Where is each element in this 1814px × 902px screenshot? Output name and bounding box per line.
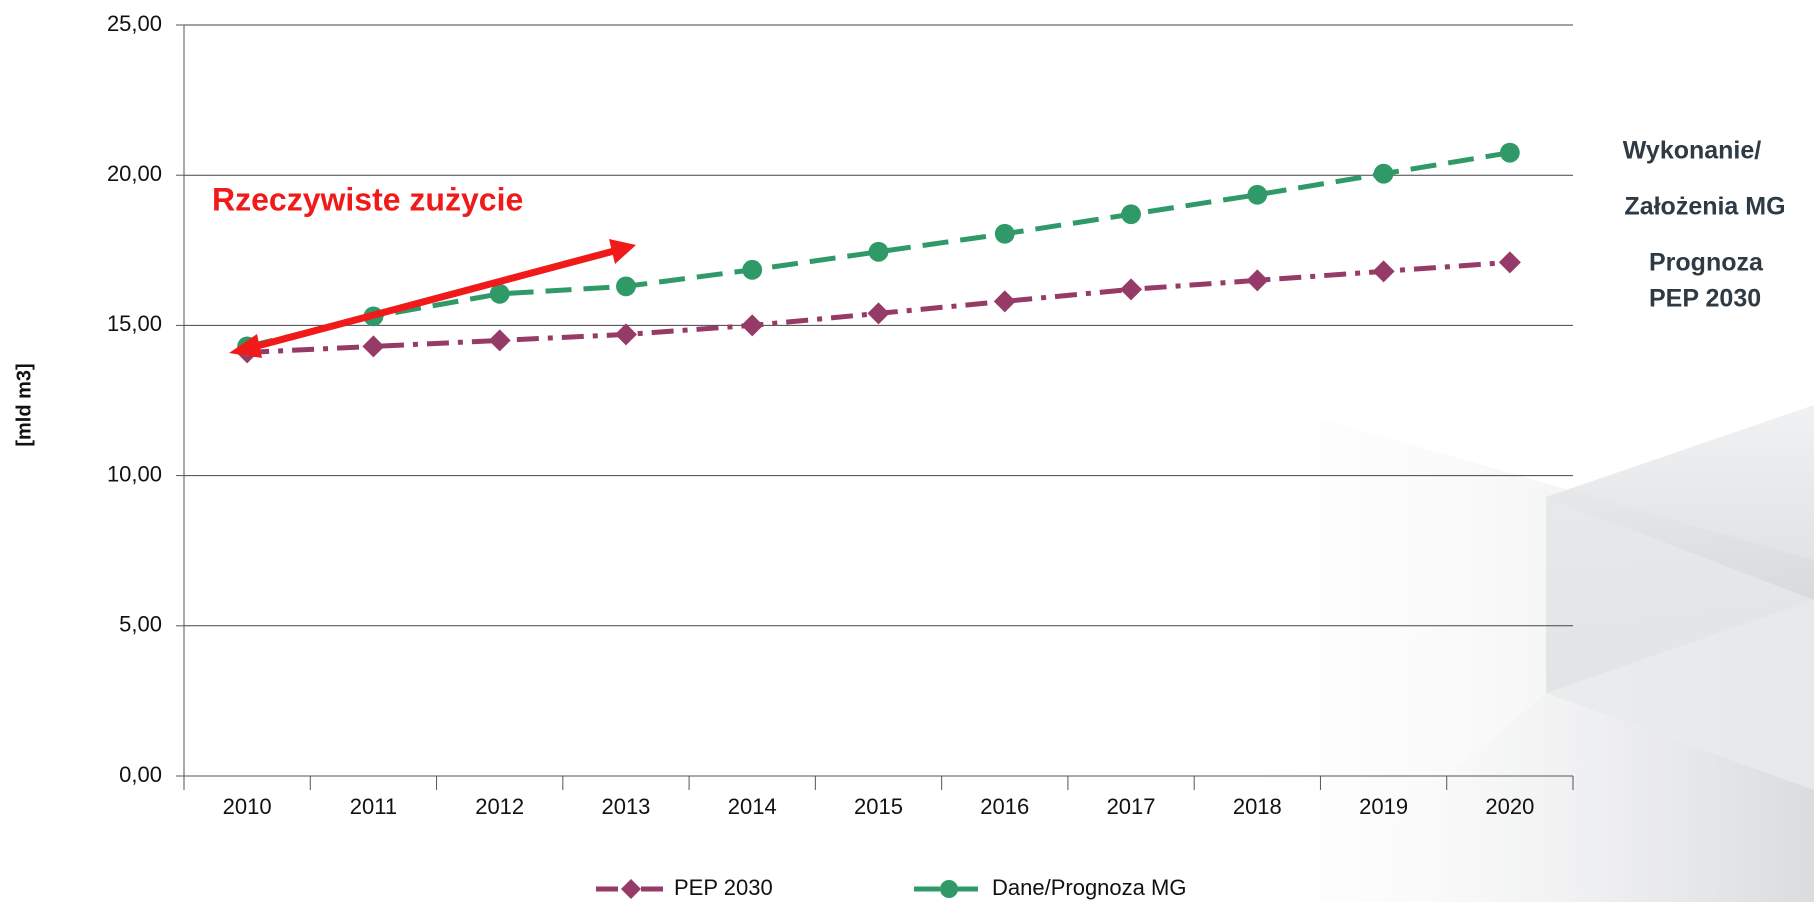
- marker: [621, 879, 641, 899]
- x-tick-label: 2017: [1107, 794, 1156, 819]
- side-label: PEP 2030: [1649, 285, 1761, 313]
- marker: [1498, 251, 1521, 274]
- marker: [741, 314, 764, 337]
- y-tick-label: 20,00: [107, 161, 162, 186]
- marker: [993, 290, 1016, 313]
- side-label: Założenia MG: [1624, 193, 1785, 221]
- y-tick-label: 10,00: [107, 461, 162, 486]
- marker: [362, 335, 385, 358]
- marker: [489, 283, 510, 304]
- marker: [1247, 184, 1268, 205]
- side-label: Wykonanie/: [1623, 137, 1762, 165]
- x-tick-label: 2015: [854, 794, 903, 819]
- y-tick-label: 5,00: [119, 612, 162, 637]
- legend-label: Dane/Prognoza MG: [992, 875, 1186, 900]
- marker: [940, 880, 958, 898]
- annotation: Rzeczywiste zużycie: [212, 181, 523, 217]
- marker: [868, 241, 889, 262]
- x-tick-label: 2019: [1359, 794, 1408, 819]
- marker: [1121, 204, 1141, 225]
- side-label: Prognoza: [1649, 249, 1764, 277]
- x-tick-label: 2020: [1485, 794, 1534, 819]
- marker: [1373, 163, 1394, 184]
- x-tick-label: 2011: [350, 794, 397, 819]
- y-tick-label: 0,00: [119, 762, 162, 787]
- marker: [488, 329, 511, 352]
- x-tick-label: 2012: [475, 794, 524, 819]
- x-tick-label: 2013: [601, 794, 650, 819]
- marker: [994, 223, 1015, 244]
- marker: [614, 323, 637, 346]
- background-decoration: [1150, 370, 1814, 902]
- legend-label: PEP 2030: [674, 875, 773, 900]
- x-tick-label: 2010: [223, 794, 272, 819]
- y-tick-label: 25,00: [107, 11, 162, 36]
- marker: [1372, 260, 1395, 283]
- x-tick-label: 2016: [980, 794, 1029, 819]
- annotation-arrow: [229, 239, 636, 358]
- marker: [867, 302, 890, 325]
- y-axis-label: [mld m3]: [13, 363, 35, 446]
- marker: [1120, 278, 1143, 301]
- series-line: [246, 150, 1511, 349]
- marker: [742, 259, 763, 280]
- x-tick-label: 2018: [1233, 794, 1282, 819]
- marker: [1499, 142, 1520, 163]
- x-tick-label: 2014: [728, 794, 777, 819]
- plot: [236, 142, 1521, 364]
- marker: [616, 276, 636, 297]
- marker: [1246, 269, 1269, 292]
- legend: PEP 2030 Dane/Prognoza MG: [596, 875, 1186, 900]
- y-tick-label: 15,00: [107, 311, 162, 336]
